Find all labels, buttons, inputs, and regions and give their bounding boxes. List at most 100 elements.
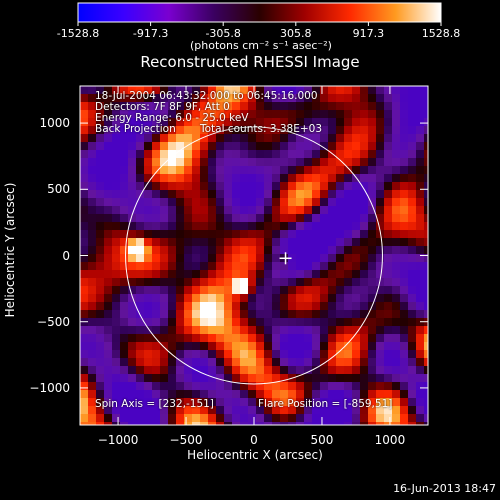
heatmap-cell (240, 182, 249, 191)
heatmap-cell (144, 318, 153, 327)
heatmap-cell (104, 390, 113, 399)
heatmap-cell (176, 118, 185, 127)
heatmap-cell (128, 318, 137, 327)
heatmap-cell (128, 350, 137, 359)
heatmap-cell (160, 238, 169, 247)
heatmap-cell (248, 110, 257, 119)
heatmap-cell (232, 214, 241, 223)
flare-position-label: Flare Position = [-859,51] (258, 398, 393, 410)
heatmap-cell (272, 190, 281, 199)
heatmap-cell (272, 214, 281, 223)
heatmap-cell (280, 174, 289, 183)
heatmap-cell (312, 150, 321, 159)
heatmap-cell (152, 294, 161, 303)
heatmap-cell (248, 326, 257, 335)
heatmap-cell (408, 222, 417, 231)
heatmap-cell (416, 390, 425, 399)
heatmap-cell (424, 366, 428, 375)
heatmap-cell (136, 110, 145, 119)
heatmap-cell (264, 190, 273, 199)
heatmap-cell (104, 126, 113, 135)
heatmap-cell (144, 118, 153, 127)
heatmap-cell (288, 94, 297, 103)
heatmap-cell (224, 118, 233, 127)
heatmap-cell (384, 422, 393, 425)
heatmap-cell (328, 398, 337, 407)
heatmap-cell (112, 278, 121, 287)
heatmap-cell (224, 278, 233, 287)
heatmap-cell (384, 182, 393, 191)
heatmap-cell (88, 134, 97, 143)
heatmap-cell (128, 94, 137, 103)
heatmap-cell (336, 86, 345, 95)
heatmap-cell (368, 326, 377, 335)
heatmap-cell (344, 214, 353, 223)
heatmap-cell (336, 118, 345, 127)
heatmap-cell (80, 102, 89, 111)
heatmap-cell (160, 134, 169, 143)
heatmap-cell (408, 390, 417, 399)
heatmap-cell (352, 86, 361, 95)
heatmap-cell (80, 222, 89, 231)
heatmap-cell (360, 278, 369, 287)
heatmap-cell (344, 166, 353, 175)
colorbar-tick-label: 1528.8 (421, 27, 461, 40)
heatmap-cell (168, 414, 177, 423)
heatmap-cell (240, 262, 249, 271)
heatmap-cell (120, 126, 129, 135)
heatmap-cell (408, 422, 417, 425)
heatmap-cell (256, 310, 265, 319)
heatmap-cell (144, 366, 153, 375)
heatmap-cell (112, 102, 121, 111)
heatmap-cell (328, 254, 337, 263)
heatmap-cell (160, 142, 169, 151)
heatmap-cell (328, 318, 337, 327)
heatmap-cell (216, 326, 225, 335)
heatmap-cell (160, 422, 169, 425)
heatmap-cell (240, 422, 249, 425)
heatmap-cell (104, 374, 113, 383)
heatmap-cell (104, 382, 113, 391)
heatmap-cell (408, 358, 417, 367)
heatmap-cell (248, 294, 257, 303)
heatmap-cell (256, 126, 265, 135)
heatmap-cell (104, 166, 113, 175)
heatmap-cell (96, 422, 105, 425)
heatmap-cell (328, 334, 337, 343)
heatmap-cell (208, 166, 217, 175)
heatmap-cell (280, 262, 289, 271)
heatmap-cell (336, 142, 345, 151)
heatmap-cell (336, 374, 345, 383)
heatmap-cell (160, 110, 169, 119)
heatmap-cell (208, 382, 217, 391)
heatmap-cell (104, 94, 113, 103)
heatmap-cell (176, 142, 185, 151)
heatmap-cell (216, 366, 225, 375)
heatmap-cell (368, 190, 377, 199)
heatmap-cell (368, 222, 377, 231)
heatmap-cell (112, 422, 121, 425)
heatmap-cell (128, 390, 137, 399)
heatmap-cell (240, 270, 249, 279)
heatmap-cell (360, 326, 369, 335)
heatmap-cell (368, 206, 377, 215)
heatmap-cell (144, 286, 153, 295)
heatmap-cell (192, 342, 201, 351)
heatmap-cell (288, 294, 297, 303)
heatmap-cell (336, 238, 345, 247)
heatmap-cell (120, 294, 129, 303)
heatmap-cell (344, 246, 353, 255)
heatmap-cell (112, 302, 121, 311)
heatmap-cell (352, 406, 361, 415)
heatmap-cell (136, 294, 145, 303)
heatmap-cell (160, 206, 169, 215)
heatmap-cell (344, 102, 353, 111)
heatmap-cell (208, 254, 217, 263)
heatmap-cell (416, 398, 425, 407)
heatmap-cell (216, 150, 225, 159)
heatmap-cell (120, 190, 129, 199)
heatmap-cell (376, 158, 385, 167)
heatmap-cell (384, 214, 393, 223)
heatmap-cell (120, 230, 129, 239)
heatmap-cell (296, 86, 305, 95)
